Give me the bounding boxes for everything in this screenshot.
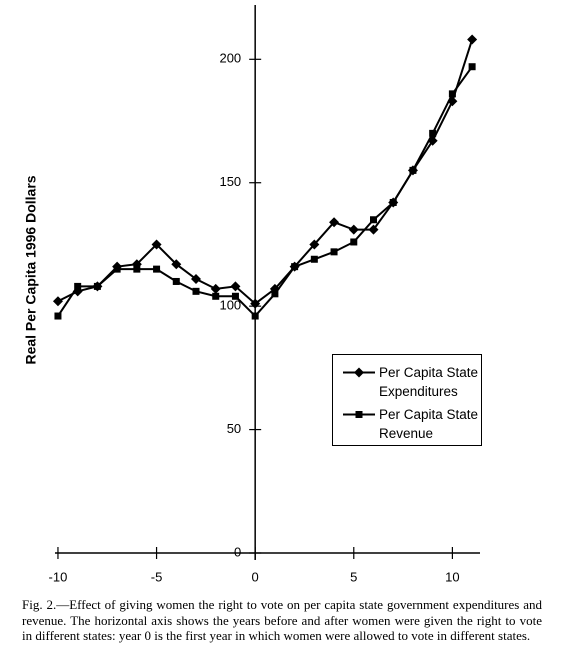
y-tick-label: 200 [219, 51, 241, 66]
point-marker [153, 265, 161, 273]
point-marker [54, 312, 62, 320]
point-marker [291, 263, 299, 271]
x-tick-label: 0 [252, 569, 259, 584]
point-marker [230, 281, 241, 292]
point-marker [467, 34, 478, 45]
point-marker [468, 63, 476, 71]
point-marker [355, 411, 363, 418]
x-tick-label: -10 [49, 569, 68, 584]
y-tick-label: 50 [227, 421, 241, 436]
point-marker [192, 287, 200, 295]
point-marker [409, 166, 417, 174]
point-marker [151, 239, 162, 250]
point-marker [74, 282, 82, 290]
x-tick-label: -5 [151, 569, 163, 584]
point-marker [330, 248, 338, 256]
y-tick-label: 100 [219, 298, 241, 313]
y-tick-label: 150 [219, 174, 241, 189]
legend-label: Per Capita State Revenue [379, 407, 479, 441]
point-marker [448, 90, 456, 98]
point-marker [354, 367, 364, 378]
legend-item: Per Capita State Revenue [341, 405, 481, 443]
legend-symbol [343, 367, 375, 378]
point-marker [250, 298, 261, 309]
point-marker [191, 274, 202, 284]
x-tick-label: 5 [350, 569, 357, 584]
point-marker [350, 238, 358, 246]
point-marker [171, 259, 182, 270]
point-marker [271, 290, 279, 298]
point-marker [210, 283, 221, 294]
point-marker [310, 255, 318, 263]
x-tick-label: 10 [445, 569, 459, 584]
point-marker [93, 282, 101, 290]
chart: Real Per Capita 1996 Dollars 05010015020… [23, 5, 480, 584]
point-marker [133, 265, 141, 273]
legend-label: Per Capita State Expenditures [379, 365, 479, 399]
legend-symbol [343, 411, 375, 418]
point-marker [231, 292, 239, 300]
point-marker [429, 129, 437, 137]
point-marker [113, 265, 121, 273]
point-marker [52, 296, 63, 307]
point-marker [329, 217, 340, 228]
point-marker [368, 224, 379, 235]
series-line [57, 66, 473, 318]
point-marker [370, 216, 378, 224]
caption: Fig. 2.—Effect of giving women the right… [22, 597, 542, 643]
y-axis-title: Real Per Capita 1996 Dollars [23, 175, 39, 364]
point-marker [348, 224, 359, 235]
point-marker [212, 292, 220, 300]
point-marker [309, 239, 320, 250]
point-marker [389, 198, 397, 206]
y-tick-label: 0 [234, 544, 241, 559]
legend: Per Capita State Expenditures Per Capita … [332, 354, 482, 446]
point-marker [172, 277, 180, 285]
point-marker [251, 312, 259, 320]
legend-item: Per Capita State Expenditures [341, 363, 481, 401]
